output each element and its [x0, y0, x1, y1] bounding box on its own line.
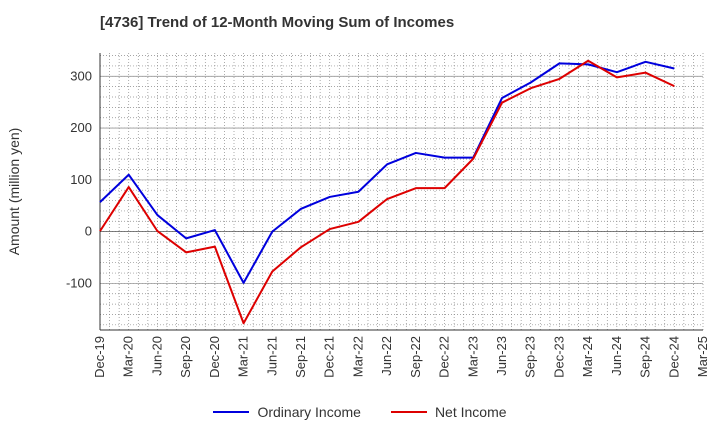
data-point-ordinary-income	[645, 61, 647, 63]
data-point-ordinary-income	[558, 62, 560, 64]
x-tick-label: Dec-24	[666, 336, 681, 378]
y-tick-label: 300	[70, 68, 92, 83]
legend-item-ordinary-income: Ordinary Income	[213, 404, 361, 420]
legend-item-net-income: Net Income	[390, 404, 507, 420]
x-tick-label: Jun-20	[149, 336, 164, 376]
x-tick-label: Mar-21	[236, 336, 251, 377]
data-point-net-income	[673, 85, 675, 87]
x-tick-label: Jun-21	[264, 336, 279, 376]
data-point-ordinary-income	[357, 191, 359, 193]
x-tick-label: Dec-19	[92, 336, 107, 378]
x-tick-label: Sep-21	[293, 336, 308, 378]
data-point-ordinary-income	[214, 229, 216, 231]
data-point-net-income	[645, 72, 647, 74]
data-point-ordinary-income	[673, 68, 675, 70]
y-tick-label: 200	[70, 120, 92, 135]
data-point-net-income	[300, 246, 302, 248]
y-tick-label: -100	[66, 275, 92, 290]
x-tick-label: Mar-20	[121, 336, 136, 377]
data-point-ordinary-income	[99, 201, 101, 203]
data-point-net-income	[214, 246, 216, 248]
x-tick-label: Dec-21	[322, 336, 337, 378]
legend-label-net-income: Net Income	[434, 404, 507, 420]
series-line-ordinary-income	[99, 60, 675, 284]
x-tick-label: Mar-25	[695, 336, 710, 377]
x-tick-label: Mar-23	[465, 336, 480, 377]
data-point-net-income	[415, 187, 417, 189]
legend-swatch-net-income	[390, 411, 427, 413]
series-line-net-income	[99, 59, 675, 325]
x-tick-label: Dec-23	[551, 336, 566, 378]
x-tick-label: Sep-24	[638, 336, 653, 378]
data-point-net-income	[156, 230, 158, 232]
x-tick-label: Sep-22	[408, 336, 423, 378]
x-tick-label: Jun-24	[609, 336, 624, 376]
data-point-ordinary-income	[300, 208, 302, 210]
data-point-net-income	[329, 228, 331, 230]
data-point-ordinary-income	[156, 214, 158, 216]
legend-swatch-ordinary-income	[213, 411, 250, 413]
data-point-ordinary-income	[501, 97, 503, 99]
data-point-ordinary-income	[415, 152, 417, 154]
x-tick-label: Sep-20	[178, 336, 193, 378]
data-point-ordinary-income	[444, 157, 446, 159]
y-tick-label: 100	[70, 172, 92, 187]
data-point-net-income	[386, 198, 388, 200]
y-tick-label: 0	[85, 224, 92, 239]
data-point-ordinary-income	[587, 63, 589, 65]
data-point-net-income	[357, 221, 359, 223]
data-point-ordinary-income	[271, 231, 273, 233]
x-tick-label: Sep-23	[523, 336, 538, 378]
x-tick-label: Dec-22	[437, 336, 452, 378]
data-point-net-income	[271, 270, 273, 272]
x-tick-label: Dec-20	[207, 336, 222, 378]
data-point-net-income	[243, 322, 245, 324]
data-point-ordinary-income	[329, 196, 331, 198]
data-point-net-income	[128, 186, 130, 188]
x-tick-label: Mar-24	[580, 336, 595, 377]
legend: Ordinary Income Net Income	[0, 404, 720, 420]
plot-area	[100, 53, 703, 330]
data-point-net-income	[99, 230, 101, 232]
data-point-ordinary-income	[386, 163, 388, 165]
x-tick-label: Jun-23	[494, 336, 509, 376]
x-tick-label: Jun-22	[379, 336, 394, 376]
data-point-net-income	[530, 87, 532, 89]
data-point-ordinary-income	[185, 237, 187, 239]
chart-title: [4736] Trend of 12-Month Moving Sum of I…	[100, 14, 455, 31]
data-point-ordinary-income	[128, 174, 130, 176]
data-point-ordinary-income	[530, 82, 532, 84]
legend-label-ordinary-income: Ordinary Income	[257, 404, 361, 420]
data-point-ordinary-income	[243, 282, 245, 284]
data-point-net-income	[501, 102, 503, 104]
x-tick-label: Mar-22	[350, 336, 365, 377]
data-point-net-income	[185, 251, 187, 253]
data-point-ordinary-income	[616, 71, 618, 73]
data-point-net-income	[444, 187, 446, 189]
data-point-net-income	[472, 158, 474, 160]
data-point-net-income	[616, 76, 618, 78]
data-point-net-income	[558, 78, 560, 80]
data-point-net-income	[587, 60, 589, 62]
y-axis-label: Amount (million yen)	[6, 128, 22, 256]
